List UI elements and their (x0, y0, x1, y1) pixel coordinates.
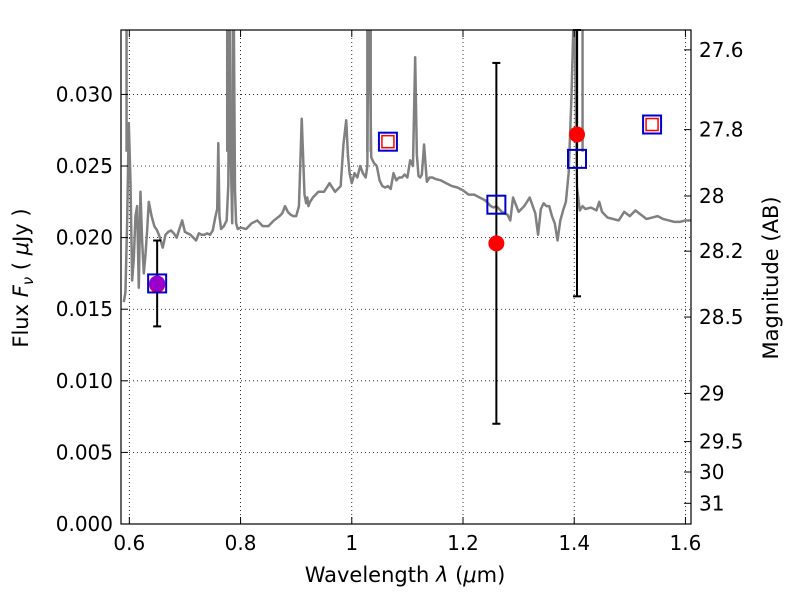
y2-tick-label: 27.6 (699, 38, 744, 62)
y-tick-label: 0.015 (56, 297, 113, 321)
y2-tick-label: 31 (699, 491, 724, 515)
spectrum-layer (122, 30, 691, 303)
y-tick-label: 0.020 (56, 226, 113, 250)
y2-tick-label: 29.5 (699, 430, 744, 454)
x-axis-ticks: 0.6 0.8 1 1.2 1.4 1.6 (113, 30, 701, 555)
y2-tick-label: 29 (699, 381, 724, 405)
x-tick-label: 1.4 (558, 531, 590, 555)
observed-point (488, 235, 505, 252)
x-tick-label: 0.8 (225, 531, 257, 555)
y-tick-label: 0.030 (56, 82, 113, 106)
y-tick-label: 0.010 (56, 369, 113, 393)
y2-tick-label: 28 (699, 184, 724, 208)
x-tick-label: 0.6 (113, 531, 145, 555)
y-tick-label: 0.000 (56, 512, 113, 536)
y2-tick-label: 27.8 (699, 118, 744, 142)
model-point-inner (645, 117, 659, 132)
model-point (567, 148, 587, 169)
y-tick-label: 0.025 (56, 154, 113, 178)
x-tick-label: 1.2 (447, 531, 479, 555)
grid-lines (121, 30, 691, 525)
y-tick-label: 0.005 (56, 440, 113, 464)
model-point (377, 131, 398, 152)
y2-tick-label: 28.5 (699, 305, 744, 329)
plot-frame (120, 29, 692, 525)
model-point (486, 194, 507, 215)
model-point (147, 273, 168, 294)
purple-point (149, 275, 166, 292)
y2-tick-label: 30 (699, 460, 724, 484)
x-tick-label: 1 (345, 531, 358, 555)
model-point-inner (381, 134, 395, 149)
y2-tick-label: 28.2 (699, 239, 744, 263)
observed-point (569, 126, 585, 143)
y2-axis-ticks: 27.6 27.8 28 28.2 28.5 29 29.5 30 31 (684, 38, 744, 515)
y2-axis-label: Magnitude (AB) (759, 196, 783, 359)
model-point (642, 114, 663, 135)
spectrum-line (122, 30, 691, 303)
points-layer (147, 114, 663, 294)
x-tick-label: 1.6 (670, 531, 702, 555)
y-axis-label: Flux Fν ( μJy ) (9, 208, 37, 347)
y-axis-ticks: 0.000 0.005 0.010 0.015 0.020 0.025 0.030 (56, 82, 128, 536)
x-axis-label: Wavelength λ (μm) (305, 563, 506, 587)
